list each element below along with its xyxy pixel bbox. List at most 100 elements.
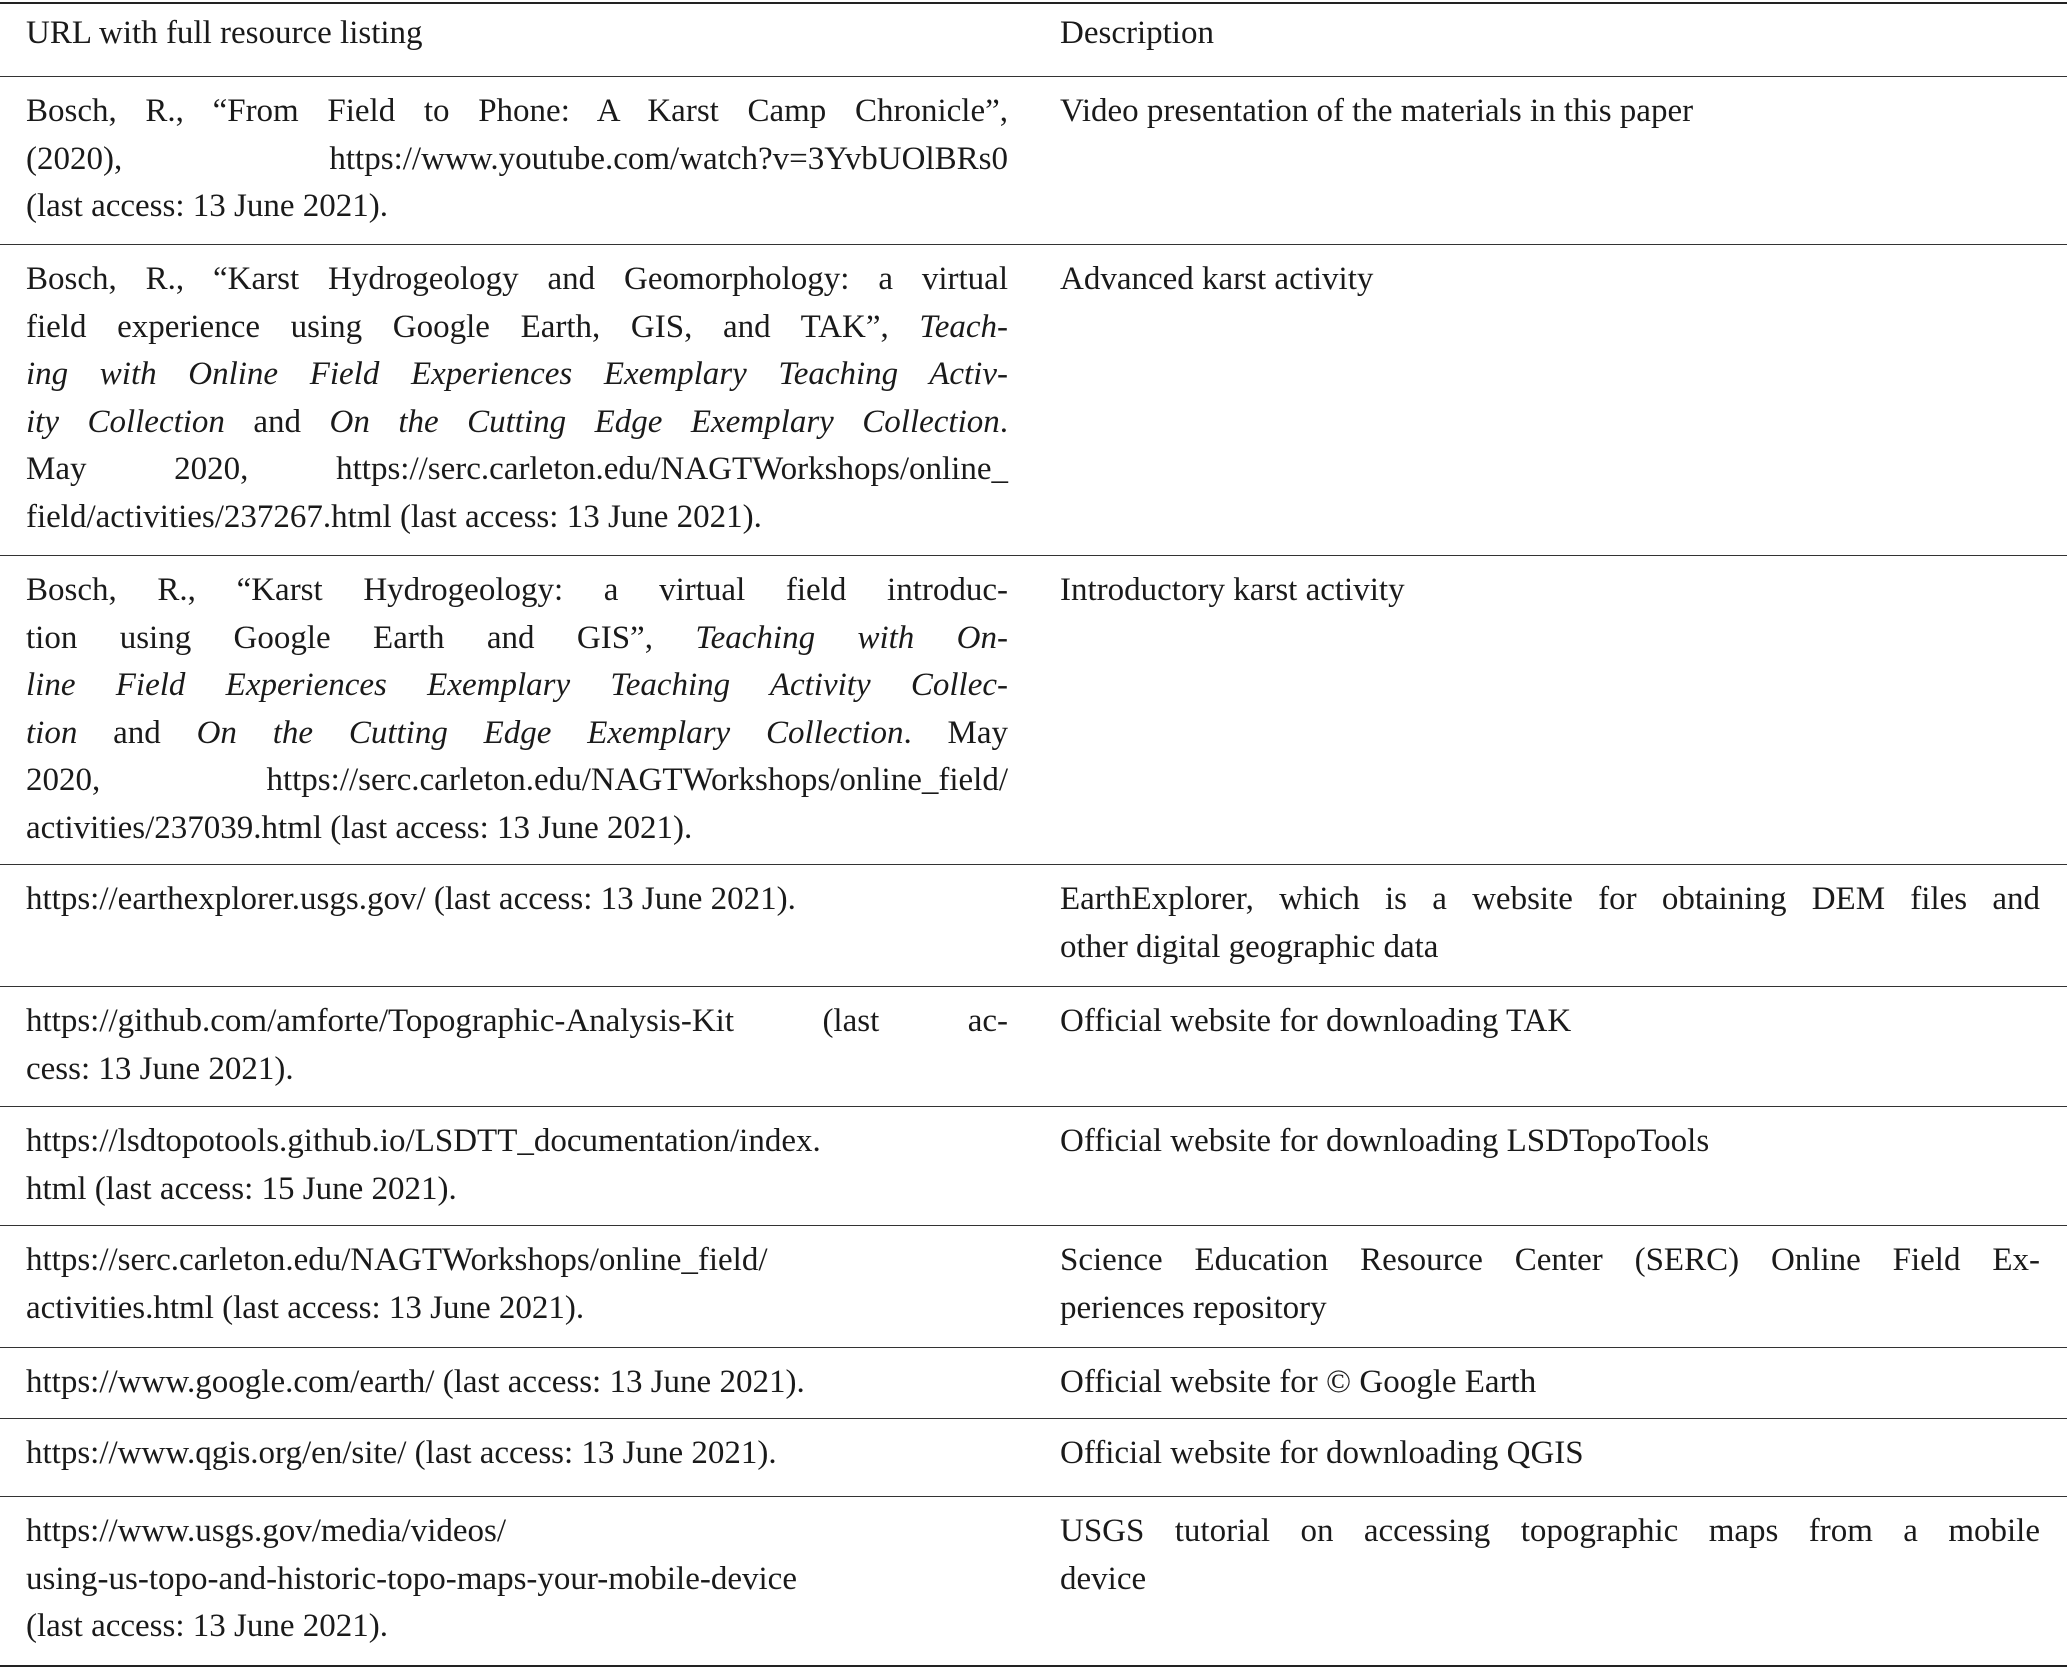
text-line: Official website for © Google Earth (1060, 1359, 2040, 1407)
text-line: Video presentation of the materials in t… (1060, 88, 2040, 136)
table-row: https://www.google.com/earth/ (last acce… (0, 1348, 2067, 1419)
text: Video presentation of the materials in t… (1060, 93, 1694, 129)
table-row: Bosch, R., “From Field to Phone: A Karst… (0, 77, 2067, 245)
url-cell: Bosch, R., “Karst Hydrogeology: a virtua… (26, 556, 1008, 864)
text: using-us-topo-and-historic-topo-maps-you… (26, 1560, 797, 1597)
table-row: https://www.qgis.org/en/site/ (last acce… (0, 1419, 2067, 1497)
text-line: html (last access: 15 June 2021). (26, 1166, 1008, 1214)
url-cell: https://serc.carleton.edu/NAGTWorkshops/… (26, 1226, 1008, 1347)
text-line: activities/237039.html (last access: 13 … (26, 805, 1008, 853)
text: cess: 13 June 2021). (26, 1050, 294, 1087)
text-line: line Field Experiences Exemplary Teachin… (26, 662, 1008, 710)
text: . (999, 403, 1009, 440)
url-cell: https://lsdtopotools.github.io/LSDTT_doc… (26, 1107, 1008, 1225)
text-line: ity Collection and On the Cutting Edge E… (26, 399, 1008, 447)
text-line: (last access: 13 June 2021). (26, 1603, 1008, 1651)
text: Official website for downloading TAK (1060, 1003, 1572, 1039)
text-line: tion using Google Earth and GIS”, Teachi… (26, 615, 1008, 663)
text-line: (2020), https://www.youtube.com/watch?v=… (26, 136, 1008, 184)
italic-text: On the Cutting Edge Exemplary Collection (329, 403, 1000, 440)
text-line: tion and On the Cutting Edge Exemplary C… (26, 710, 1008, 758)
url-cell: Bosch, R., “Karst Hydrogeology and Geomo… (26, 245, 1008, 555)
text-line: https://lsdtopotools.github.io/LSDTT_doc… (26, 1118, 1008, 1166)
text-line: https://www.usgs.gov/media/videos/ (26, 1508, 1008, 1556)
text: . May (903, 714, 1009, 751)
italic-text: line Field Experiences Exemplary Teachin… (26, 667, 1008, 703)
text-line: https://serc.carleton.edu/NAGTWorkshops/… (26, 1237, 1008, 1285)
text-line: other digital geographic data (1060, 924, 2040, 972)
text-line: Advanced karst activity (1060, 256, 2040, 304)
url-cell: https://github.com/amforte/Topographic-A… (26, 987, 1008, 1106)
text-line: Bosch, R., “Karst Hydrogeology: a virtua… (26, 567, 1008, 615)
italic-text: Teaching with On- (695, 619, 1008, 656)
text: https://www.qgis.org/en/site/ (last acce… (26, 1435, 777, 1471)
text-line: ing with Online Field Experiences Exempl… (26, 351, 1008, 399)
table-row: https://serc.carleton.edu/NAGTWorkshops/… (0, 1226, 2067, 1348)
description-cell: EarthExplorer, which is a website for ob… (1060, 865, 2040, 986)
text: Bosch, R., “From Field to Phone: A Karst… (26, 93, 1008, 129)
text: activities.html (last access: 13 June 20… (26, 1289, 585, 1326)
description-cell: USGS tutorial on accessing topographic m… (1060, 1497, 2040, 1665)
text: https://earthexplorer.usgs.gov/ (last ac… (26, 881, 796, 917)
text-line: field/activities/237267.html (last acces… (26, 494, 1008, 542)
text-line: https://www.qgis.org/en/site/ (last acce… (26, 1430, 1008, 1478)
text-line: device (1060, 1556, 2040, 1604)
italic-text: Teach- (919, 308, 1008, 345)
text-line: activities.html (last access: 13 June 20… (26, 1285, 1008, 1333)
description-cell: Introductory karst activity (1060, 556, 2040, 864)
text: 2020, https://serc.carleton.edu/NAGTWork… (26, 762, 1008, 798)
text-line: Official website for downloading QGIS (1060, 1430, 2040, 1478)
italic-text: ing with Online Field Experiences Exempl… (26, 356, 1008, 392)
text: https://www.usgs.gov/media/videos/ (26, 1513, 507, 1549)
text: Bosch, R., “Karst Hydrogeology and Geomo… (26, 261, 1008, 297)
url-cell: Bosch, R., “From Field to Phone: A Karst… (26, 77, 1008, 244)
table-row: https://earthexplorer.usgs.gov/ (last ac… (0, 865, 2067, 987)
text-line: Bosch, R., “Karst Hydrogeology and Geomo… (26, 256, 1008, 304)
text-line: May 2020, https://serc.carleton.edu/NAGT… (26, 446, 1008, 494)
text: periences repository (1060, 1289, 1327, 1326)
text-line: cess: 13 June 2021). (26, 1046, 1008, 1094)
description-cell: Video presentation of the materials in t… (1060, 77, 2040, 244)
table-row: Bosch, R., “Karst Hydrogeology and Geomo… (0, 245, 2067, 556)
text: (2020), https://www.youtube.com/watch?v=… (26, 140, 1008, 177)
url-cell: https://earthexplorer.usgs.gov/ (last ac… (26, 865, 1008, 986)
italic-text: On the Cutting Edge Exemplary Collection (196, 714, 904, 751)
italic-text: tion (26, 714, 78, 751)
text: https://serc.carleton.edu/NAGTWorkshops/… (26, 1242, 768, 1278)
description-cell: Official website for © Google Earth (1060, 1348, 2040, 1418)
text: field/activities/237267.html (last acces… (26, 498, 762, 535)
text: Science Education Resource Center (SERC)… (1060, 1242, 2040, 1278)
text: May 2020, https://serc.carleton.edu/NAGT… (26, 451, 1008, 487)
text-line: Introductory karst activity (1060, 567, 2040, 615)
text-line: USGS tutorial on accessing topographic m… (1060, 1508, 2040, 1556)
text: other digital geographic data (1060, 928, 1439, 965)
text-line: Science Education Resource Center (SERC)… (1060, 1237, 2040, 1285)
text: Official website for © Google Earth (1060, 1364, 1537, 1400)
text: Official website for downloading QGIS (1060, 1435, 1584, 1471)
text: https://www.google.com/earth/ (last acce… (26, 1364, 805, 1400)
text: (last access: 13 June 2021). (26, 188, 388, 224)
text: field experience using Google Earth, GIS… (26, 308, 920, 345)
text: Bosch, R., “Karst Hydrogeology: a virtua… (26, 572, 1008, 608)
text: EarthExplorer, which is a website for ob… (1060, 881, 2040, 917)
header-description: Description (1060, 15, 1214, 51)
text-line: https://www.google.com/earth/ (last acce… (26, 1359, 1008, 1407)
text: USGS tutorial on accessing topographic m… (1060, 1513, 2040, 1549)
description-cell: Advanced karst activity (1060, 245, 2040, 555)
table-row: https://www.usgs.gov/media/videos/using-… (0, 1497, 2067, 1665)
table-row: https://lsdtopotools.github.io/LSDTT_doc… (0, 1107, 2067, 1226)
table-row: Bosch, R., “Karst Hydrogeology: a virtua… (0, 556, 2067, 865)
italic-text: ity Collection (26, 403, 225, 440)
text-line: periences repository (1060, 1285, 2040, 1333)
description-cell: Official website for downloading LSDTopo… (1060, 1107, 2040, 1225)
url-cell: https://www.usgs.gov/media/videos/using-… (26, 1497, 1008, 1665)
text-line: Official website for downloading TAK (1060, 998, 2040, 1046)
text: activities/237039.html (last access: 13 … (26, 809, 693, 846)
text: and (224, 403, 330, 440)
url-cell: https://www.google.com/earth/ (last acce… (26, 1348, 1008, 1418)
text-line: using-us-topo-and-historic-topo-maps-you… (26, 1556, 1008, 1604)
description-cell: Official website for downloading QGIS (1060, 1419, 2040, 1496)
text: Official website for downloading LSDTopo… (1060, 1123, 1710, 1159)
text-line: https://github.com/amforte/Topographic-A… (26, 998, 1008, 1046)
